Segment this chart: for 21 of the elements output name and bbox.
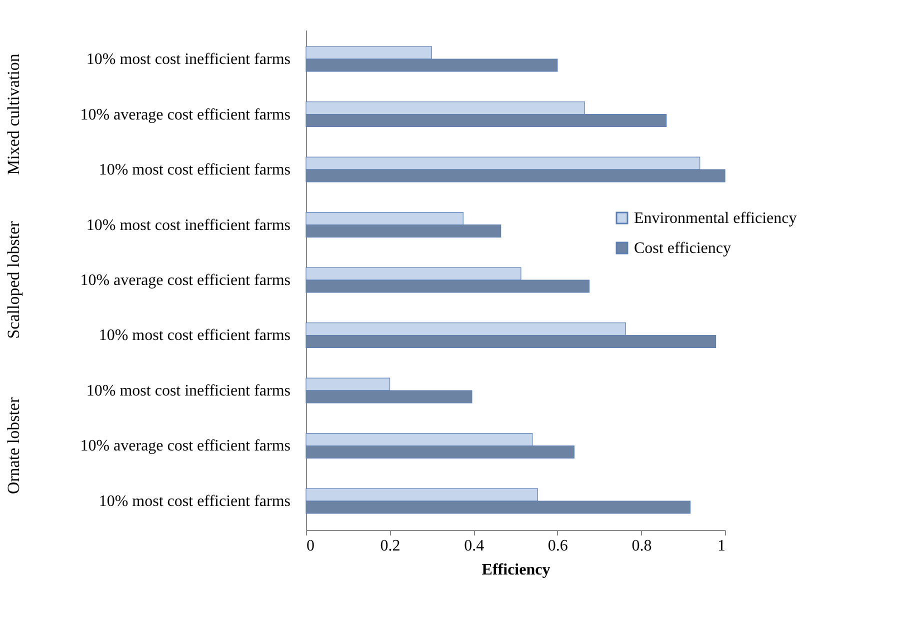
y-tick-label: 10% most cost inefficient farms (86, 382, 290, 400)
x-axis-title: Efficiency (482, 562, 550, 578)
text: Ornate lobster (4, 397, 23, 494)
x-tick-label: 0.2 (380, 538, 400, 554)
y-tick-label: 10% average cost efficient farms (80, 106, 290, 124)
text: Scalloped lobster (4, 220, 23, 339)
x-tick-label: 0.4 (464, 538, 484, 554)
x-tick-label: 0 (306, 538, 314, 554)
y-tick-label: 10% most cost efficient farms (98, 327, 290, 344)
legend-label: Cost efficiency (634, 240, 732, 257)
y-tick-label: 10% most cost inefficient farms (86, 51, 290, 68)
y-tick-label: 10% most cost inefficient farms (86, 216, 290, 234)
x-tick-label: 0.6 (548, 538, 568, 554)
x-tick-label: 0.8 (632, 538, 652, 554)
y-tick-label: 10% average cost efficient farms (80, 438, 290, 455)
x-tick-label: 1 (718, 538, 726, 554)
y-tick-label: 10% average cost efficient farms (80, 272, 290, 289)
legend-label: Environmental efficiency (634, 210, 797, 227)
y-tick-label: 10% most cost efficient farms (98, 492, 290, 510)
y-tick-label: 10% most cost efficient farms (98, 162, 290, 179)
text: Mixed cultivation (4, 53, 23, 175)
